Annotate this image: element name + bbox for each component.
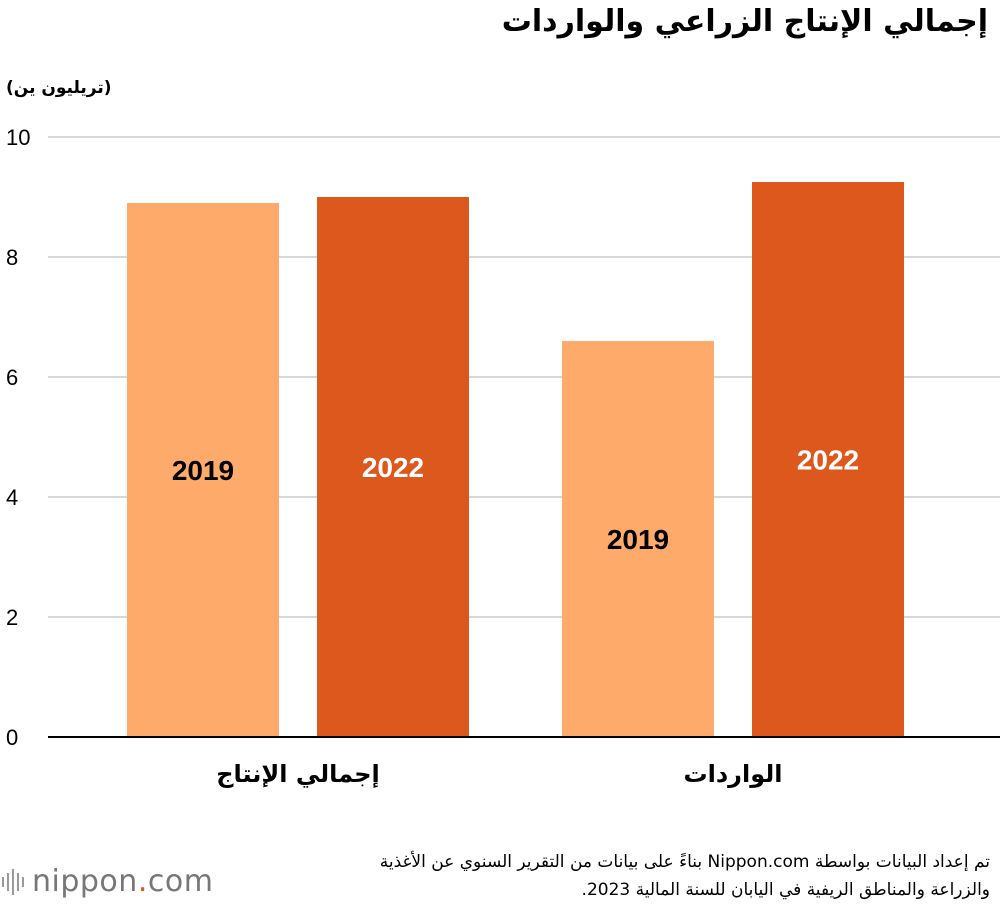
y-tick-label: 4 <box>6 485 18 510</box>
bar <box>127 203 279 737</box>
bar-chart: 0 2 4 6 8 10 2019 2022 إجمالي الإنتاج 2019 2022 الو… <box>6 125 1000 788</box>
bar <box>562 341 714 737</box>
source-line-2: والزراعة والمناطق الريفية في اليابان للس… <box>581 880 990 900</box>
y-tick-label: 10 <box>6 125 30 150</box>
bar-series-label: 2022 <box>797 445 859 476</box>
chart-title: إجمالي الإنتاج الزراعي والواردات <box>501 4 988 39</box>
bar-series-label: 2019 <box>172 455 234 486</box>
y-axis-unit-label: (تريليون ين) <box>6 78 112 98</box>
bar <box>752 182 904 737</box>
x-category-label: إجمالي الإنتاج <box>216 760 380 788</box>
y-tick-label: 2 <box>6 605 18 630</box>
y-tick-label: 8 <box>6 245 18 270</box>
source-line-1: تم إعداد البيانات بواسطة Nippon.com بناء… <box>379 852 990 872</box>
y-tick-label: 0 <box>6 725 18 750</box>
nippon-logo: nippon.com <box>2 864 213 899</box>
y-tick-label: 6 <box>6 365 18 390</box>
logo-mark-icon <box>2 868 24 895</box>
logo-text: nippon.com <box>32 864 214 899</box>
source-note: تم إعداد البيانات بواسطة Nippon.com بناء… <box>250 848 990 904</box>
x-category-label: الواردات <box>684 760 783 788</box>
bar-series-label: 2022 <box>362 452 424 483</box>
bar-series-label: 2019 <box>607 524 669 555</box>
bar <box>317 197 469 737</box>
